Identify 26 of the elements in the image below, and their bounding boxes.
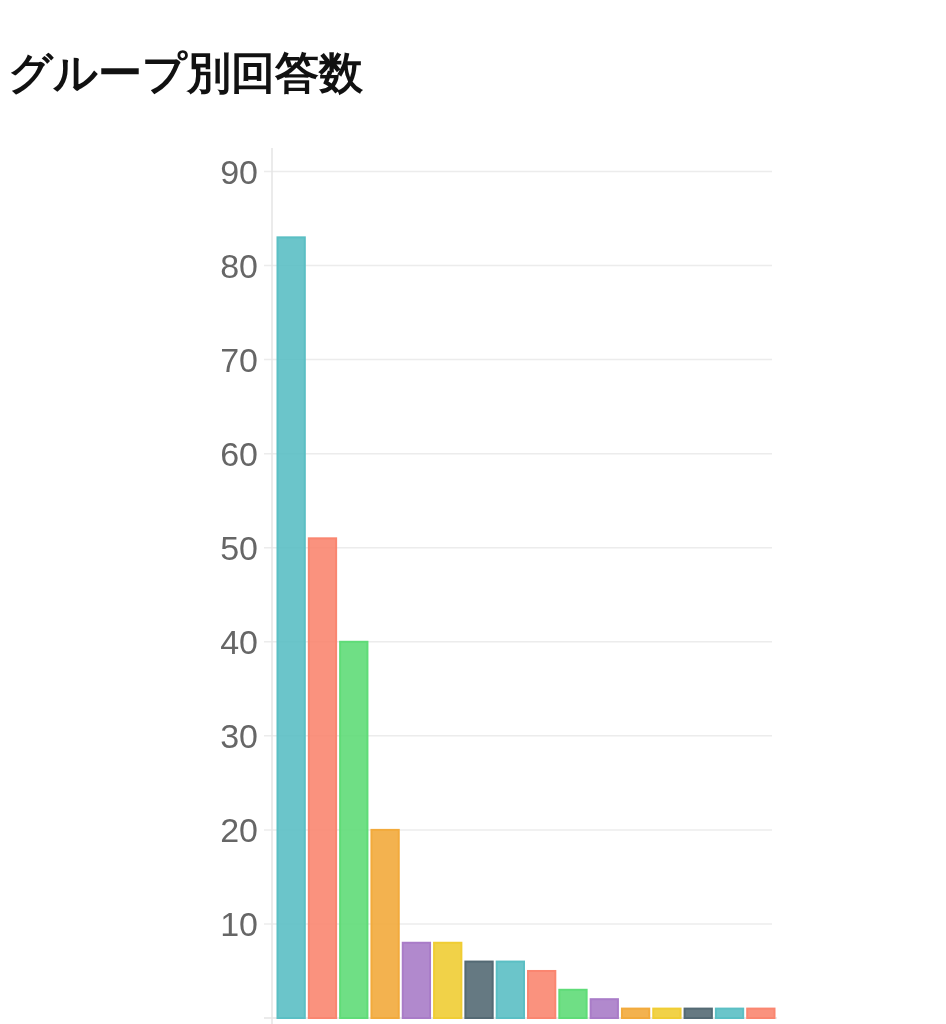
bar	[589, 998, 619, 1019]
y-tick-label: 30	[220, 716, 258, 755]
bar	[276, 236, 306, 1019]
y-tick-label: 90	[220, 152, 258, 191]
bar	[558, 988, 588, 1019]
bar	[746, 1007, 776, 1019]
y-tick-label: 10	[220, 904, 258, 943]
bar	[527, 969, 557, 1019]
y-tick-label: 70	[220, 340, 258, 379]
y-tick-label: 60	[220, 434, 258, 473]
y-tick-label: 40	[220, 622, 258, 661]
bar	[307, 537, 338, 1019]
bar	[495, 960, 525, 1019]
bar	[620, 1007, 651, 1019]
bar	[683, 1007, 713, 1019]
bar	[714, 1007, 745, 1019]
y-tick-label: 80	[220, 246, 258, 285]
y-tick-label: 20	[220, 810, 258, 849]
bar	[339, 640, 369, 1019]
bar	[652, 1007, 682, 1019]
bar	[433, 941, 463, 1019]
y-tick-label: 50	[220, 528, 258, 567]
bar	[370, 828, 400, 1019]
bar	[401, 941, 432, 1019]
chart-title: グループ別回答数	[8, 48, 364, 97]
bar	[464, 960, 494, 1019]
